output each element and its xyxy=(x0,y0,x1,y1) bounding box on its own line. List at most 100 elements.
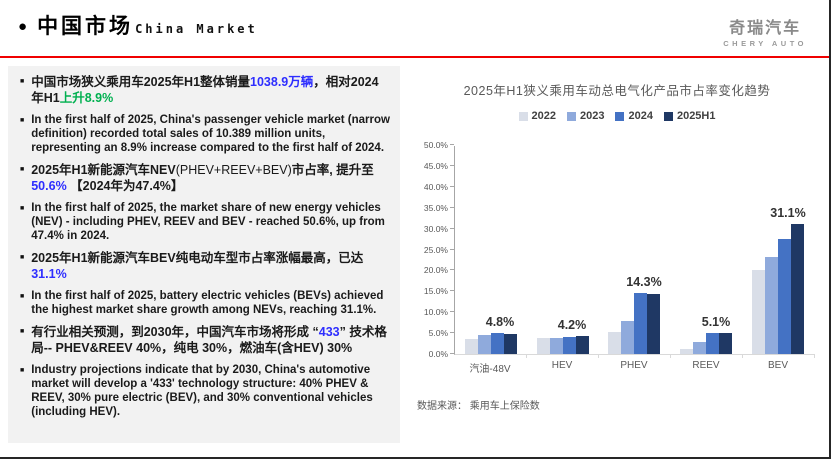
bar-2024-汽油-48V xyxy=(490,333,504,354)
bar-data-label: 31.1% xyxy=(770,206,806,221)
bullet-text: 有行业相关预测，到2030年，中国汽车市场将形成 “433” 技术格局-- PH… xyxy=(31,325,387,356)
chery-logo-cn: 奇瑞汽车 xyxy=(729,20,802,37)
bullet-item: ■ Industry projections indicate that by 2… xyxy=(14,363,390,419)
bar-2023-HEV xyxy=(549,337,563,354)
bar-data-label: 4.8% xyxy=(485,315,515,330)
x-axis-category-label: BEV xyxy=(767,360,788,371)
y-axis-tick xyxy=(450,353,454,354)
y-axis-tick xyxy=(450,248,454,250)
chart-title: 2025年H1狭义乘用车动总电气化产品市占率变化趋势 xyxy=(463,84,771,98)
bullet-marker-icon: ■ xyxy=(20,78,25,85)
x-axis-category-label: HEV xyxy=(551,360,573,371)
bar-data-label: 5.1% xyxy=(701,314,731,329)
bar-2025H1-汽油-48V xyxy=(503,333,517,354)
bullet-dot-icon: ● xyxy=(18,18,28,35)
legend-swatch-icon xyxy=(566,111,576,121)
bar-2022-HEV xyxy=(536,337,550,354)
bar-2023-PHEV xyxy=(621,320,635,354)
header-divider xyxy=(0,56,829,58)
chart-plot: 0.0% 5.0% 10.0% 15.0% 20.0% 25.0% 30.0% 35.0% 40… xyxy=(424,140,815,359)
bar-2023-BEV xyxy=(765,256,779,354)
bullet-item: ■ In the first half of 2025, battery elec… xyxy=(14,289,390,317)
y-axis-tick-label: 15.0% xyxy=(423,286,448,297)
bar-groups xyxy=(455,146,814,354)
x-axis-category-label: 汽油-48V xyxy=(469,364,511,375)
legend-item-2025H1: 2025H1 xyxy=(663,110,716,122)
chart-plot-area: 0.0% 5.0% 10.0% 15.0% 20.0% 25.0% 30.0% 35.0% 40… xyxy=(424,140,815,359)
bullet-text: Industry projections indicate that by 20… xyxy=(31,364,373,419)
legend-swatch-icon xyxy=(615,111,625,121)
legend-label: 2025H1 xyxy=(676,110,716,122)
y-axis-tick-label: 5.0% xyxy=(428,328,448,339)
legend-label: 2024 xyxy=(628,110,653,122)
bar-data-label: 14.3% xyxy=(626,274,662,289)
bullet-marker-icon: ■ xyxy=(20,254,25,262)
bar-group-BEV xyxy=(742,146,814,354)
legend-item-2022: 2022 xyxy=(518,110,556,122)
bullet-text: In the first half of 2025, battery elect… xyxy=(31,290,384,317)
y-axis-tick xyxy=(450,185,454,187)
y-axis-tick-label: 40.0% xyxy=(423,181,448,192)
x-axis-tick xyxy=(742,354,743,358)
bar-2022-BEV xyxy=(752,270,766,354)
legend-item-2024: 2024 xyxy=(615,110,653,122)
bullet-item: ■ 中国市场狭义乘用车2025年H1整体销量1038.9万辆，相对2024年H1上… xyxy=(14,74,390,106)
y-axis-tick-label: 25.0% xyxy=(423,244,448,255)
legend-swatch-icon xyxy=(663,111,673,121)
bar-2025H1-PHEV xyxy=(647,294,661,354)
bullet-text: 2025年H1新能源汽车BEV纯电动车型市占率涨幅最高，已达31.1% xyxy=(31,251,364,282)
bar-2023-REEV xyxy=(693,342,707,354)
page-title-en: China Market xyxy=(135,22,258,36)
bar-group-PHEV xyxy=(599,146,671,354)
y-axis-tick xyxy=(450,332,454,334)
bar-data-label: 4.2% xyxy=(557,318,587,333)
chart-panel: 2025年H1狭义乘用车动总电气化产品市占率变化趋势 2022 2023 2024 2… xyxy=(412,66,822,443)
y-axis-tick xyxy=(450,227,454,229)
bullet-marker-icon: ■ xyxy=(20,367,25,375)
x-axis-tick xyxy=(526,354,527,358)
bullet-marker-icon: ■ xyxy=(20,117,25,124)
bullet-text: In the first half of 2025, China's passe… xyxy=(31,114,390,155)
legend-swatch-icon xyxy=(518,111,528,121)
bar-group-REEV xyxy=(670,146,742,354)
y-axis-tick xyxy=(450,311,454,313)
y-axis-tick-label: 10.0% xyxy=(423,307,448,318)
bar-2022-PHEV xyxy=(608,331,622,354)
bullet-text: 中国市场狭义乘用车2025年H1整体销量1038.9万辆，相对2024年H1上升… xyxy=(31,75,379,105)
bar-2022-汽油-48V xyxy=(464,338,478,354)
bar-group-汽油-48V xyxy=(455,146,527,354)
x-axis-tick xyxy=(598,354,599,358)
header: ● 中国市场 China Market 奇瑞汽车 CHERY AUTO xyxy=(0,0,829,55)
chery-logo: 奇瑞汽车 CHERY AUTO xyxy=(723,14,807,48)
bar-2025H1-BEV xyxy=(791,224,805,354)
x-axis-tick xyxy=(814,354,815,358)
bar-2022-REEV xyxy=(680,349,694,354)
y-axis-tick-label: 50.0% xyxy=(423,140,448,150)
bullet-marker-icon: ■ xyxy=(20,293,25,301)
y-axis-tick xyxy=(450,290,454,292)
bullet-item: ■ 2025年H1新能源汽车NEV(PHEV+REEV+BEV)市占率, 提升至5… xyxy=(14,162,390,194)
bar-group-HEV xyxy=(527,146,599,354)
x-axis-tick xyxy=(670,354,671,358)
chart-legend: 2022 2023 2024 2025H1 xyxy=(412,110,822,122)
y-axis-tick xyxy=(450,164,454,166)
bullet-item: ■ In the first half of 2025, China's pass… xyxy=(14,113,390,155)
y-axis-tick-label: 20.0% xyxy=(423,265,448,276)
legend-label: 2022 xyxy=(531,110,556,122)
bullet-item: ■ In the first half of 2025, the market s… xyxy=(14,201,390,243)
legend-item-2023: 2023 xyxy=(566,110,604,122)
bullet-marker-icon: ■ xyxy=(20,166,25,174)
y-axis-tick-label: 35.0% xyxy=(423,202,448,213)
bullet-text: 2025年H1新能源汽车NEV(PHEV+REEV+BEV)市占率, 提升至50… xyxy=(31,163,374,194)
header-title-group: ● 中国市场 China Market xyxy=(18,10,258,40)
chart-category-axis: 汽油-48V HEV PHEV REEV BEV xyxy=(454,360,814,375)
bar-2025H1-REEV xyxy=(719,332,733,354)
bullet-item: ■ 有行业相关预测，到2030年，中国汽车市场将形成 “433” 技术格局-- P… xyxy=(14,324,390,356)
bar-2024-REEV xyxy=(706,333,720,354)
y-axis-tick xyxy=(450,144,454,145)
bar-2024-BEV xyxy=(778,239,792,354)
chery-logo-en: CHERY AUTO xyxy=(723,39,807,48)
bullet-text: In the first half of 2025, the market sh… xyxy=(31,202,385,243)
bullet-marker-icon: ■ xyxy=(20,328,25,336)
